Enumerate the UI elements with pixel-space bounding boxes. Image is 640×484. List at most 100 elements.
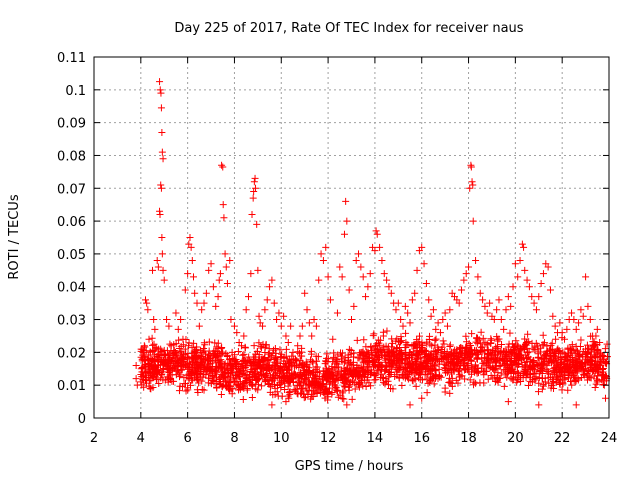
x-tick-label: 12	[320, 431, 337, 446]
data-point	[262, 361, 270, 369]
data-point	[282, 345, 290, 353]
x-tick-label: 18	[460, 431, 477, 446]
data-point	[163, 316, 171, 324]
data-point	[515, 350, 523, 358]
data-point	[174, 356, 182, 364]
data-point	[538, 359, 546, 367]
data-point	[417, 358, 425, 366]
data-point	[446, 389, 454, 397]
data-point	[308, 377, 316, 385]
data-point	[507, 365, 515, 373]
data-point	[165, 355, 173, 363]
data-point	[446, 378, 454, 386]
data-point	[394, 299, 402, 307]
data-point	[503, 373, 511, 381]
data-point	[481, 302, 489, 310]
data-point	[515, 360, 523, 368]
data-point	[503, 348, 511, 356]
data-point	[417, 343, 425, 351]
data-point	[598, 352, 606, 360]
data-point	[593, 325, 601, 333]
data-point	[568, 309, 576, 317]
data-point	[586, 353, 594, 361]
data-point	[228, 348, 236, 356]
data-point	[516, 256, 524, 264]
data-point	[397, 350, 405, 358]
data-point	[204, 364, 212, 372]
data-point	[222, 263, 230, 271]
data-point	[526, 377, 534, 385]
data-point	[178, 383, 186, 391]
data-point	[376, 336, 384, 344]
data-point	[474, 369, 482, 377]
data-point	[446, 342, 454, 350]
data-point	[255, 374, 263, 382]
data-point	[425, 296, 433, 304]
data-point	[577, 336, 585, 344]
data-point	[185, 355, 193, 363]
data-point	[404, 360, 412, 368]
data-point	[137, 378, 145, 386]
data-point	[537, 279, 545, 287]
data-point	[434, 343, 442, 351]
data-point	[564, 345, 572, 353]
data-point	[272, 349, 280, 357]
data-point	[372, 376, 380, 384]
data-point	[151, 325, 159, 333]
data-point	[172, 340, 180, 348]
data-point	[487, 372, 495, 380]
data-point	[285, 371, 293, 379]
x-tick-label: 14	[367, 431, 384, 446]
data-point	[521, 266, 529, 274]
data-point	[191, 352, 199, 360]
data-point	[155, 355, 163, 363]
data-point	[292, 385, 300, 393]
data-point	[332, 384, 340, 392]
y-tick-label: 0.01	[57, 379, 86, 394]
data-point	[155, 379, 163, 387]
data-point	[191, 362, 199, 370]
data-point	[411, 289, 419, 297]
data-point	[246, 379, 254, 387]
data-point	[212, 302, 220, 310]
data-point	[225, 355, 233, 363]
data-point	[420, 260, 428, 268]
data-point	[572, 401, 580, 409]
data-point	[284, 382, 292, 390]
data-point	[159, 376, 167, 384]
data-point	[133, 381, 141, 389]
data-point	[381, 380, 389, 388]
data-point	[368, 347, 375, 355]
data-point	[346, 360, 354, 368]
data-point	[410, 370, 418, 378]
data-point	[580, 360, 588, 368]
data-point	[373, 340, 381, 348]
data-point	[192, 359, 200, 367]
data-point	[584, 376, 592, 384]
data-point	[285, 359, 293, 367]
data-point	[235, 382, 243, 390]
data-point	[479, 296, 487, 304]
data-point	[264, 380, 272, 388]
x-tick-label: 2	[90, 431, 98, 446]
data-point	[406, 348, 414, 356]
data-point	[329, 335, 337, 343]
data-point	[400, 366, 408, 374]
data-point	[493, 344, 501, 352]
data-point	[232, 362, 240, 370]
data-point	[251, 174, 259, 182]
data-point	[338, 394, 346, 402]
x-tick-label: 4	[137, 431, 145, 446]
data-point	[561, 335, 569, 343]
data-point	[146, 348, 154, 356]
data-point	[258, 382, 266, 390]
data-point	[183, 354, 191, 362]
data-point	[543, 362, 551, 370]
data-point	[478, 348, 486, 356]
data-point	[538, 385, 546, 393]
data-point	[506, 348, 514, 356]
data-point	[432, 350, 440, 358]
data-point	[317, 250, 325, 258]
data-point	[559, 348, 567, 356]
data-point	[289, 375, 297, 383]
